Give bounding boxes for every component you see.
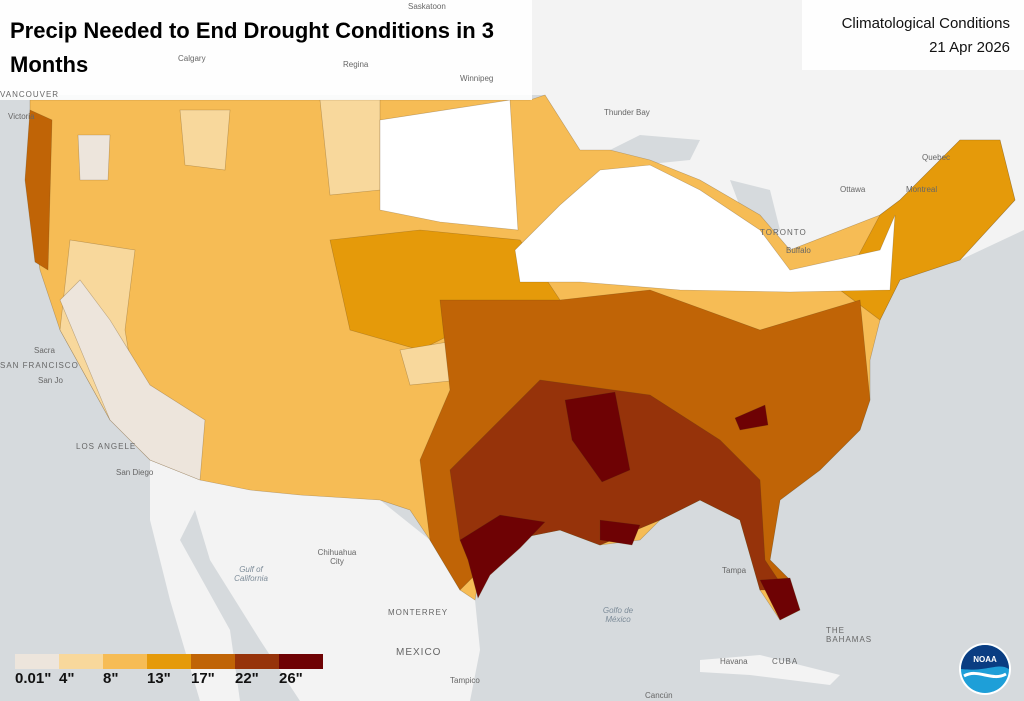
legend-swatch (235, 654, 279, 669)
label-bahamas: THE BAHAMAS (826, 626, 873, 644)
label-tampico: Tampico (450, 676, 480, 685)
label-quebec: Quebec (922, 153, 951, 162)
label-calgary: Calgary (178, 54, 206, 63)
label-thunder-bay: Thunder Bay (604, 108, 650, 117)
region-oregon-17[interactable] (24, 109, 53, 271)
region-lakes-white[interactable] (514, 164, 896, 293)
legend-label: 17" (191, 670, 215, 687)
label-regina: Regina (343, 60, 369, 69)
region-tx-26[interactable] (459, 514, 546, 599)
label-toronto: TORONTO (760, 228, 807, 237)
label-cuba: CUBA (772, 657, 799, 666)
legend: 0.01" 4" 8" 13" 17" 22" 26" (15, 654, 323, 687)
legend-swatch (15, 654, 59, 669)
legend-swatch (279, 654, 323, 669)
label-golfo-de-mexico: Golfo de México (602, 606, 634, 624)
label-los-angeles: LOS ANGELE (76, 442, 137, 451)
region-nc-26[interactable] (734, 404, 769, 431)
title-panel (0, 0, 532, 100)
region-west-4b[interactable] (319, 99, 381, 196)
legend-label: 4" (59, 670, 75, 687)
region-fl-26[interactable] (759, 577, 801, 621)
legend-swatch (59, 654, 103, 669)
legend-label: 13" (147, 670, 171, 687)
label-sacramento: Sacra (34, 346, 55, 355)
cuba-land (700, 655, 840, 685)
label-buffalo: Buffalo (786, 246, 811, 255)
svg-text:NOAA: NOAA (973, 655, 997, 664)
label-mexico: MEXICO (396, 647, 442, 658)
legend-label: 0.01" (15, 670, 52, 687)
label-havana: Havana (720, 657, 748, 666)
legend-swatch (191, 654, 235, 669)
legend-label: 8" (103, 670, 119, 687)
date-label: 21 Apr 2026 (929, 39, 1010, 56)
condition-panel (802, 0, 1024, 70)
label-san-jose: San Jo (38, 376, 63, 385)
label-gulf-of-california: Gulf of California (234, 565, 268, 583)
label-saskatoon: Saskatoon (408, 2, 446, 11)
region-plains-white[interactable] (379, 99, 519, 231)
legend-label: 22" (235, 670, 259, 687)
label-san-francisco: SAN FRANCISCO (0, 361, 79, 370)
region-wa-0[interactable] (77, 134, 111, 181)
label-tampa: Tampa (722, 566, 747, 575)
label-san-diego: San Diego (116, 468, 154, 477)
label-vancouver: VANCOUVER (0, 90, 60, 99)
legend-swatch (147, 654, 191, 669)
label-monterrey: MONTERREY (388, 608, 449, 617)
region-la-26[interactable] (599, 519, 641, 546)
condition-info: Climatological Conditions 21 Apr 2026 (842, 12, 1010, 60)
region-coast-0[interactable] (59, 279, 206, 481)
legend-swatch (103, 654, 147, 669)
conditions-label: Climatological Conditions (841, 15, 1010, 32)
label-chihuahua: Chihuahua City (317, 548, 357, 566)
map-title: Precip Needed to End Drought Conditions … (10, 18, 495, 77)
label-montreal: Montreal (906, 185, 938, 194)
mexico-land (150, 460, 480, 701)
legend-label: 26" (279, 670, 303, 687)
region-west-4c[interactable] (179, 109, 231, 171)
label-ottawa: Ottawa (840, 185, 866, 194)
label-cancun: Cancún (645, 691, 673, 700)
label-victoria: Victoria (8, 112, 35, 121)
label-winnipeg: Winnipeg (460, 74, 494, 83)
region-ms-26[interactable] (564, 391, 631, 483)
noaa-logo: NOAA (959, 643, 1011, 695)
